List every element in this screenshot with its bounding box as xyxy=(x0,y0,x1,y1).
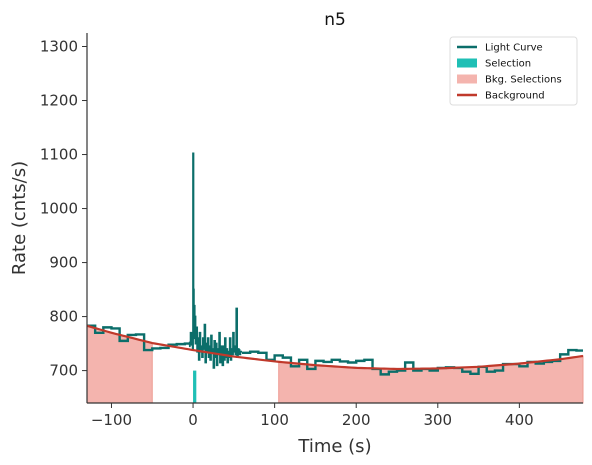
x-tick-label: −100 xyxy=(91,411,132,429)
light-curve-fine xyxy=(188,152,242,369)
ticks: −100 0 100 200 300 400 700 800 900 1000 1100 1200 13… xyxy=(40,38,534,429)
light-curve-coarse-after xyxy=(242,348,583,376)
legend-box xyxy=(449,36,578,106)
y-tick-label: 1100 xyxy=(40,146,78,164)
selection-region xyxy=(193,370,197,403)
legend-label: Light Curve xyxy=(485,43,543,54)
selection-band xyxy=(193,370,197,403)
y-tick-label: 700 xyxy=(49,362,78,380)
y-tick-label: 800 xyxy=(49,308,78,326)
x-tick-label: 200 xyxy=(342,411,371,429)
legend-swatch xyxy=(457,58,477,68)
y-tick-label: 1200 xyxy=(40,92,78,110)
legend-label: Background xyxy=(485,91,545,102)
x-tick-label: 100 xyxy=(260,411,289,429)
legend-swatch xyxy=(457,74,477,84)
x-axis-label: Time (s) xyxy=(297,436,371,457)
y-axis-label: Rate (cnts/s) xyxy=(9,161,30,275)
light-curve xyxy=(87,152,583,376)
chart-title: n5 xyxy=(324,10,346,30)
x-tick-label: 400 xyxy=(505,411,534,429)
legend: Light Curve Selection Bkg. Selections Backg… xyxy=(449,36,578,106)
x-tick-label: 300 xyxy=(423,411,452,429)
background-fit xyxy=(86,324,584,371)
legend-label: Bkg. Selections xyxy=(485,75,562,86)
background-curve xyxy=(86,324,584,371)
x-tick-label: 0 xyxy=(188,411,198,429)
y-tick-label: 1000 xyxy=(40,200,78,218)
light-curve-coarse-before xyxy=(87,324,191,352)
y-tick-label: 1300 xyxy=(40,38,78,56)
y-tick-label: 900 xyxy=(49,254,78,272)
axes xyxy=(86,33,583,404)
legend-label: Selection xyxy=(485,59,531,70)
